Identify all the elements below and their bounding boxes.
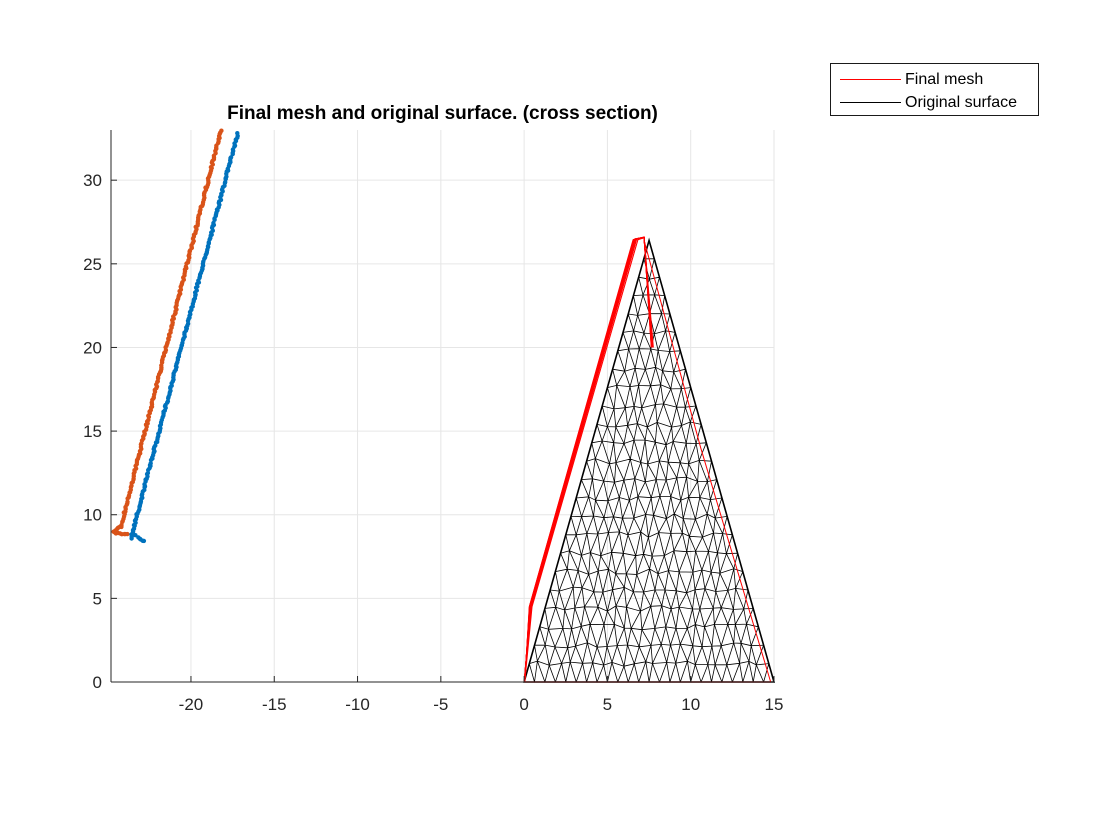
trajectory-point (133, 533, 138, 538)
final-mesh-right-edge (643, 240, 772, 683)
final-mesh-strand (523, 236, 653, 683)
legend: Final mesh Original surface (830, 63, 1039, 116)
legend-line-final-mesh (840, 79, 901, 80)
chart-title: Final mesh and original surface. (cross … (227, 103, 658, 124)
trajectory-point (148, 461, 153, 466)
x-tick-label: 15 (765, 695, 784, 714)
grid-layer (111, 130, 775, 683)
y-tick-label: 10 (83, 506, 102, 525)
x-tick-label: -15 (262, 695, 287, 714)
x-tick-label: 5 (603, 695, 612, 714)
tick-label-layer: -20 -15 -10 -5 0 5 10 15 0 5 10 15 20 25 30 (83, 171, 783, 714)
x-tick-label: 10 (681, 695, 700, 714)
trajectory-point (141, 538, 147, 544)
trajectory-point (125, 531, 130, 537)
y-tick-label: 30 (83, 171, 102, 190)
y-tick-label: 0 (93, 673, 102, 692)
legend-label-original-surface: Original surface (905, 94, 1018, 111)
y-tick-label: 20 (83, 338, 102, 357)
legend-entry-original-surface: Original surface (831, 91, 1038, 113)
x-tick-label: -10 (345, 695, 370, 714)
x-tick-label: -20 (179, 695, 204, 714)
x-tick-label: -5 (433, 695, 448, 714)
trajectory-point (219, 128, 224, 133)
legend-label-final-mesh: Final mesh (905, 71, 984, 88)
x-tick-label: 0 (519, 695, 528, 714)
legend-entry-final-mesh: Final mesh (831, 68, 1038, 90)
trajectory-point (235, 131, 240, 136)
legend-line-original-surface (840, 102, 901, 103)
y-tick-label: 25 (83, 255, 102, 274)
trajectory-point (125, 499, 130, 504)
y-tick-label: 5 (93, 589, 102, 608)
axes-layer (110, 130, 775, 683)
series-layer (111, 128, 772, 683)
y-tick-label: 15 (83, 422, 102, 441)
